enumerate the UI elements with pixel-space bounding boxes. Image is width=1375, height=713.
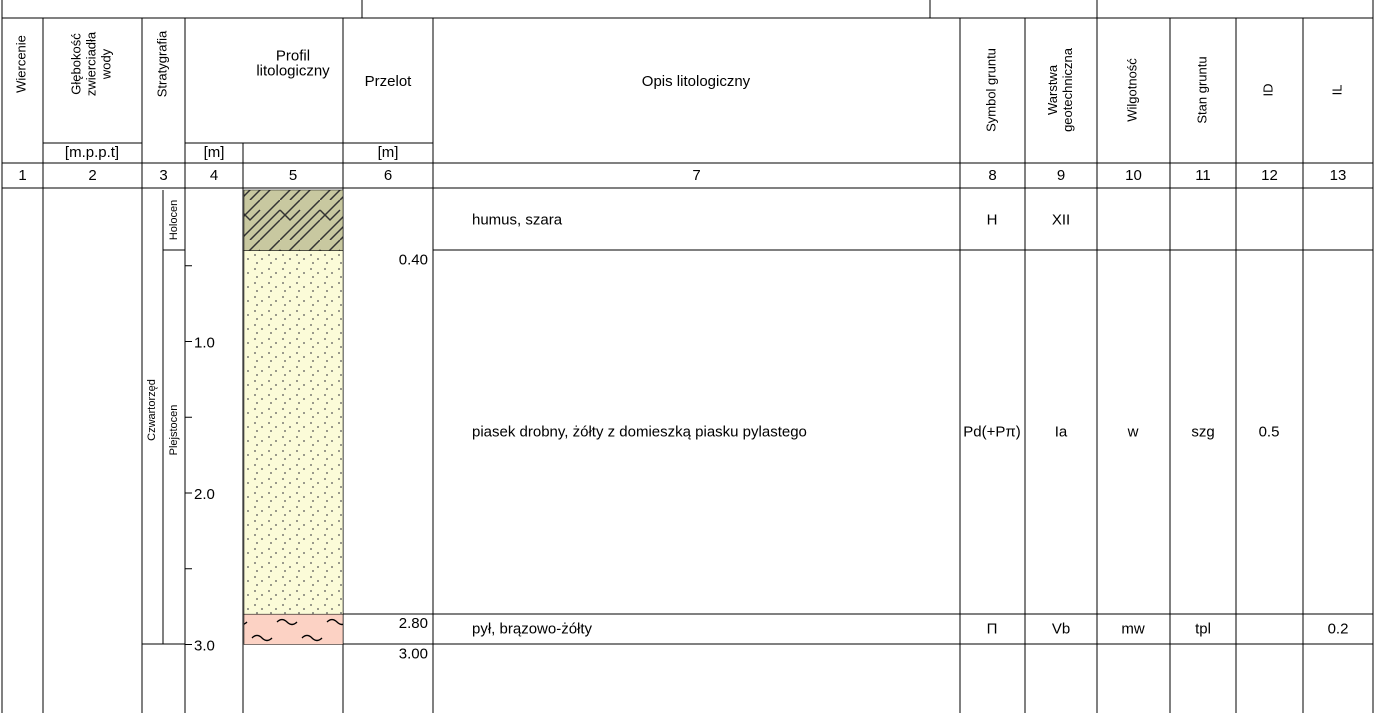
cell-id: 0.5 [1259, 423, 1280, 440]
column-number: 4 [210, 167, 218, 184]
column-number: 1 [18, 167, 26, 184]
column-header: Głębokość [68, 33, 83, 95]
column-header: Profil [276, 47, 310, 64]
column-header: Warstwa [1045, 64, 1060, 115]
lithology-fill [243, 613, 344, 645]
depth-tick-label: 2.0 [194, 486, 215, 503]
cell-moisture: w [1127, 423, 1139, 440]
column-header: IL [1329, 85, 1344, 96]
column-number: 10 [1125, 167, 1142, 184]
unit-label: [m.p.p.t] [65, 144, 119, 161]
column-header: Stan gruntu [1194, 56, 1209, 123]
column-number: 2 [88, 167, 96, 184]
cell-layer: Ia [1055, 423, 1068, 440]
cell-state: szg [1191, 423, 1214, 440]
column-header: ID [1260, 84, 1275, 97]
column-header: zwierciadła [83, 31, 98, 96]
description: pył, brązowo-żółty [472, 620, 593, 637]
cell-symbol: H [987, 211, 998, 228]
epoch-label: Plejstocen [168, 405, 180, 456]
column-header: Wilgotność [1124, 58, 1139, 122]
column-header: wody [98, 48, 113, 80]
depth-label: 3.00 [399, 645, 428, 662]
column-number: 3 [159, 167, 167, 184]
column-number: 12 [1261, 167, 1278, 184]
cell-state: tpl [1195, 620, 1211, 637]
cell-symbol: Pd(+Pπ) [963, 423, 1020, 440]
cell-moisture: mw [1121, 620, 1144, 637]
column-header: Stratygrafia [154, 30, 169, 97]
description: piasek drobny, żółty z domieszką piasku … [472, 423, 807, 440]
column-header: litologiczny [256, 62, 330, 79]
column-number: 6 [384, 167, 392, 184]
column-number: 13 [1330, 167, 1347, 184]
unit-label: [m] [204, 144, 225, 161]
depth-label: 2.80 [399, 615, 428, 632]
column-header: geotechniczna [1060, 47, 1075, 132]
column-number: 5 [289, 167, 297, 184]
epoch-label: Holocen [168, 200, 180, 240]
column-number: 9 [1057, 167, 1065, 184]
cell-layer: XII [1052, 211, 1070, 228]
column-header: Przelot [365, 73, 413, 90]
cell-layer: Vb [1052, 620, 1070, 637]
column-number: 7 [692, 167, 700, 184]
column-number: 11 [1195, 167, 1211, 184]
depth-tick-label: 3.0 [194, 637, 215, 654]
era-label: Czwartorzęd [146, 379, 158, 441]
column-header: Symbol gruntu [983, 48, 998, 132]
unit-label: [m] [378, 144, 399, 161]
depth-tick-label: 1.0 [194, 334, 215, 351]
description: humus, szara [472, 211, 563, 228]
column-header: Wiercenie [13, 35, 28, 93]
lithology-fill [243, 189, 344, 251]
cell-symbol: Π [987, 620, 998, 637]
lithology-fill [243, 250, 344, 615]
cell-il: 0.2 [1328, 620, 1349, 637]
column-number: 8 [988, 167, 996, 184]
depth-label: 0.40 [399, 252, 428, 269]
column-header: Opis litologiczny [642, 73, 751, 90]
